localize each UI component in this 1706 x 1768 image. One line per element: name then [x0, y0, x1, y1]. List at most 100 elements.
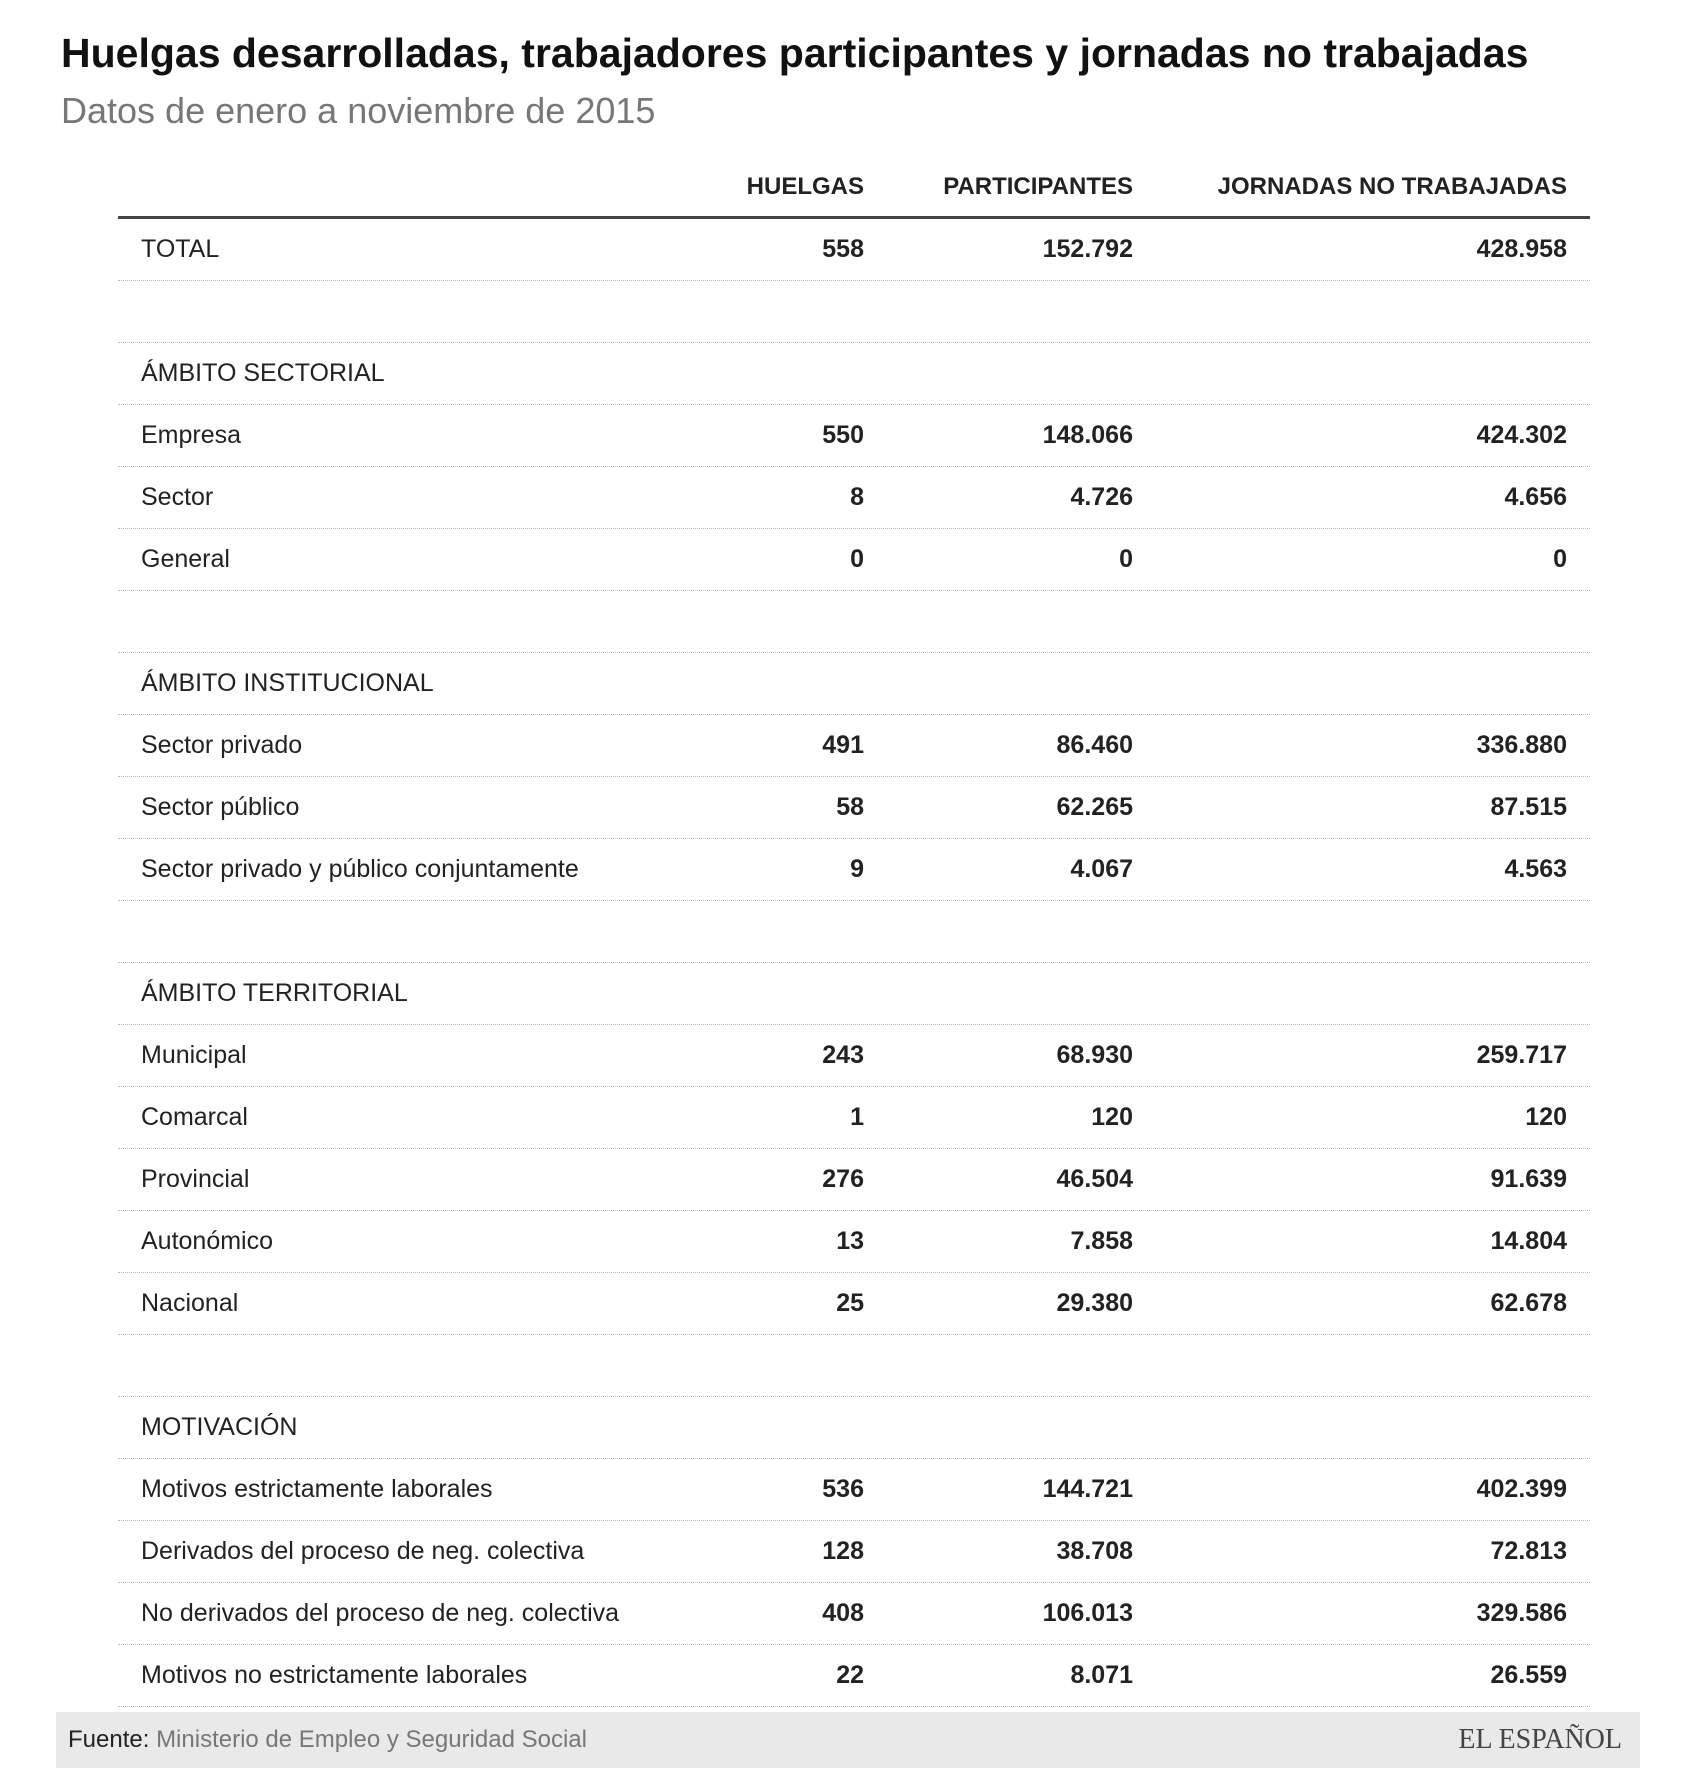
- cell-value: 4.726: [1070, 483, 1133, 511]
- row-label: Empresa: [141, 421, 242, 449]
- row-divider: [118, 1582, 1590, 1583]
- source: Fuente: Ministerio de Empleo y Seguridad…: [68, 1726, 587, 1754]
- row-divider: [118, 714, 1590, 715]
- column-header: PARTICIPANTES: [943, 173, 1133, 200]
- row-divider: [118, 962, 1590, 963]
- cell-value: 46.504: [1056, 1165, 1133, 1193]
- cell-value: 106.013: [1042, 1599, 1133, 1627]
- cell-value: 87.515: [1490, 793, 1567, 821]
- cell-value: 148.066: [1042, 421, 1133, 449]
- row-divider: [118, 652, 1590, 653]
- cell-value: 408: [822, 1599, 864, 1627]
- row-label: Nacional: [141, 1289, 239, 1317]
- footer: Fuente: Ministerio de Empleo y Seguridad…: [56, 1712, 1640, 1768]
- cell-value: 8: [850, 483, 864, 511]
- cell-value: 91.639: [1490, 1165, 1567, 1193]
- row-divider: [118, 1148, 1590, 1149]
- row-label: Sector público: [141, 793, 300, 821]
- section-heading: MOTIVACIÓN: [141, 1413, 298, 1441]
- cell-value: 243: [822, 1041, 864, 1069]
- cell-value: 259.717: [1476, 1041, 1567, 1069]
- row-label: TOTAL: [141, 235, 220, 263]
- row-divider: [118, 838, 1590, 839]
- cell-value: 402.399: [1476, 1475, 1567, 1503]
- cell-value: 0: [1119, 545, 1133, 573]
- row-divider: [118, 1086, 1590, 1087]
- row-divider: [118, 342, 1590, 343]
- row-label: Sector privado: [141, 731, 303, 759]
- row-label: Motivos no estrictamente laborales: [141, 1661, 528, 1689]
- row-label: General: [141, 545, 230, 573]
- cell-value: 491: [822, 731, 864, 759]
- row-divider: [118, 1644, 1590, 1645]
- row-divider: [118, 466, 1590, 467]
- title: Huelgas desarrolladas, trabajadores part…: [61, 30, 1529, 76]
- row-label: Comarcal: [141, 1103, 248, 1131]
- cell-value: 8.071: [1070, 1661, 1133, 1689]
- cell-value: 26.559: [1490, 1661, 1567, 1689]
- row-divider: [118, 1024, 1590, 1025]
- cell-value: 336.880: [1476, 731, 1567, 759]
- cell-value: 4.563: [1504, 855, 1567, 883]
- cell-value: 558: [822, 235, 864, 263]
- cell-value: 62.678: [1490, 1289, 1567, 1317]
- cell-value: 38.708: [1056, 1537, 1133, 1565]
- cell-value: 144.721: [1042, 1475, 1133, 1503]
- cell-value: 536: [822, 1475, 864, 1503]
- header-rule: [118, 216, 1590, 219]
- row-divider: [118, 590, 1590, 591]
- cell-value: 86.460: [1056, 731, 1133, 759]
- row-divider: [118, 1272, 1590, 1273]
- row-label: Provincial: [141, 1165, 250, 1193]
- cell-value: 29.380: [1056, 1289, 1133, 1317]
- cell-value: 0: [850, 545, 864, 573]
- row-label: Sector privado y público conjuntamente: [141, 855, 579, 883]
- cell-value: 428.958: [1476, 235, 1567, 263]
- logo: EL ESPAÑOL: [1458, 1724, 1622, 1755]
- section-heading: ÁMBITO SECTORIAL: [141, 359, 385, 387]
- row-label: Motivos estrictamente laborales: [141, 1475, 493, 1503]
- source-label: Fuente:: [68, 1726, 150, 1753]
- row-label: Autonómico: [141, 1227, 274, 1255]
- cell-value: 68.930: [1056, 1041, 1133, 1069]
- cell-value: 13: [836, 1227, 864, 1255]
- row-divider: [118, 1520, 1590, 1521]
- cell-value: 58: [836, 793, 864, 821]
- row-label: Sector: [141, 483, 214, 511]
- cell-value: 22: [836, 1661, 864, 1689]
- cell-value: 550: [822, 421, 864, 449]
- row-divider: [118, 1396, 1590, 1397]
- subtitle: Datos de enero a noviembre de 2015: [61, 90, 656, 131]
- column-header: HUELGAS: [746, 173, 864, 200]
- cell-value: 4.656: [1504, 483, 1567, 511]
- row-divider: [118, 1706, 1590, 1707]
- row-divider: [118, 280, 1590, 281]
- row-divider: [118, 1210, 1590, 1211]
- cell-value: 152.792: [1042, 235, 1133, 263]
- cell-value: 128: [822, 1537, 864, 1565]
- row-divider: [118, 776, 1590, 777]
- source-text: Ministerio de Empleo y Seguridad Social: [156, 1726, 587, 1753]
- row-divider: [118, 1458, 1590, 1459]
- cell-value: 14.804: [1490, 1227, 1567, 1255]
- cell-value: 276: [822, 1165, 864, 1193]
- section-heading: ÁMBITO TERRITORIAL: [141, 979, 408, 1007]
- cell-value: 1: [850, 1103, 864, 1131]
- cell-value: 4.067: [1070, 855, 1133, 883]
- cell-value: 62.265: [1056, 793, 1133, 821]
- cell-value: 424.302: [1476, 421, 1567, 449]
- row-divider: [118, 528, 1590, 529]
- row-divider: [118, 404, 1590, 405]
- section-heading: ÁMBITO INSTITUCIONAL: [141, 669, 434, 697]
- cell-value: 329.586: [1476, 1599, 1567, 1627]
- table: HUELGAS PARTICIPANTES JORNADAS NO TRABAJAD…: [118, 173, 1590, 1707]
- cell-value: 9: [850, 855, 864, 883]
- cell-value: 0: [1553, 545, 1567, 573]
- row-label: Municipal: [141, 1041, 247, 1069]
- row-divider: [118, 1334, 1590, 1335]
- cell-value: 7.858: [1070, 1227, 1133, 1255]
- row-label: Derivados del proceso de neg. colectiva: [141, 1537, 585, 1565]
- cell-value: 25: [836, 1289, 864, 1317]
- cell-value: 72.813: [1490, 1537, 1567, 1565]
